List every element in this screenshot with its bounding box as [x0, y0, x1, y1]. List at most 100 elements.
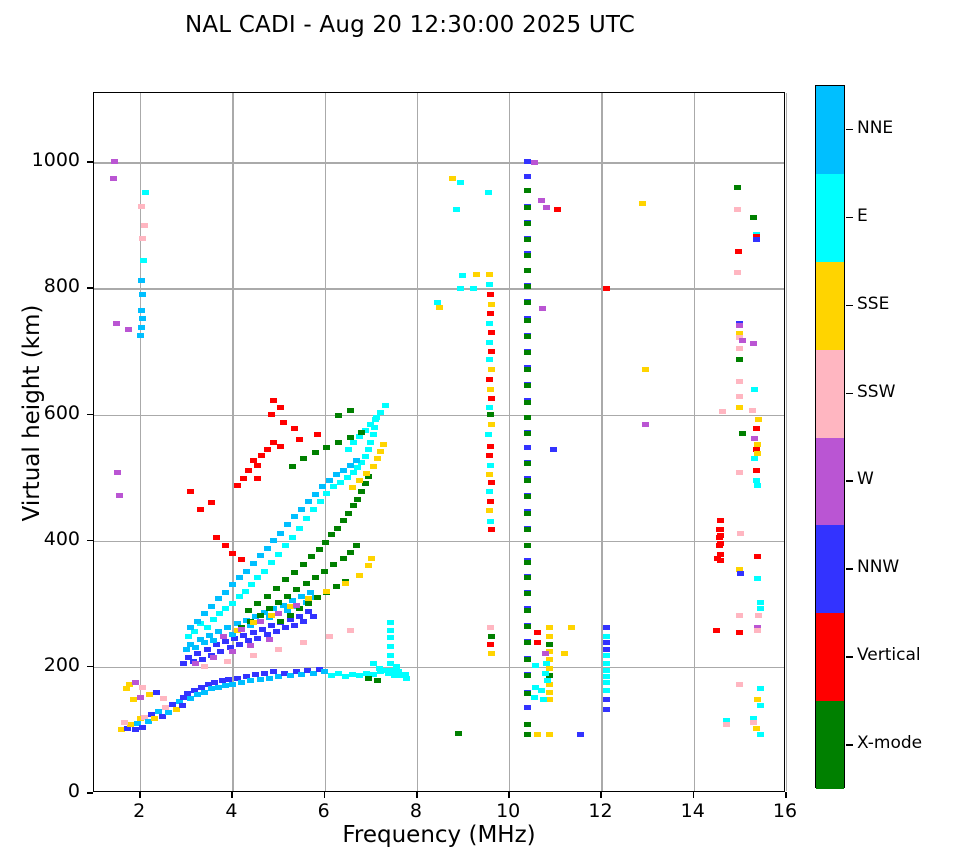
data-point-e: [457, 180, 465, 186]
data-point-x-mode: [487, 412, 495, 418]
data-point-vertical: [295, 437, 303, 443]
data-point-nne: [265, 675, 273, 681]
data-point-nnw: [251, 671, 259, 677]
data-point-e: [369, 432, 377, 438]
data-point-e: [486, 356, 494, 362]
data-point-x-mode: [288, 463, 296, 469]
data-point-vertical: [716, 558, 724, 564]
gridline-vertical: [786, 93, 788, 791]
data-point-vertical: [486, 453, 494, 459]
data-point-e: [532, 663, 540, 669]
data-point-vertical: [277, 443, 285, 449]
data-point-nne: [311, 491, 319, 497]
data-point-nnw: [261, 670, 269, 676]
data-point-vertical: [314, 432, 322, 438]
data-point-nne: [261, 610, 269, 616]
data-point-nne: [275, 673, 283, 679]
data-point-w: [256, 618, 264, 624]
x-axis-label: Frequency (MHz): [342, 822, 536, 848]
data-point-sse: [364, 563, 372, 569]
data-point-w: [112, 320, 120, 326]
data-point-nne: [221, 589, 229, 595]
colorbar-segment-nne[interactable]: [816, 86, 844, 174]
colorbar-segment-vertical[interactable]: [816, 613, 844, 702]
colorbar-segment-nnw[interactable]: [816, 525, 844, 614]
y-tick: [87, 413, 93, 416]
data-point-e: [302, 516, 310, 522]
data-point-sse: [488, 421, 496, 427]
data-point-x-mode: [524, 399, 532, 405]
colorbar-label-ssw: SSW: [857, 381, 896, 402]
data-point-x-mode: [332, 583, 340, 589]
data-point-nne: [249, 560, 257, 566]
data-point-w: [191, 660, 199, 666]
y-tick: [87, 792, 93, 794]
data-point-x-mode: [524, 543, 532, 549]
data-point-e: [458, 273, 466, 279]
data-point-sse: [129, 697, 137, 703]
data-point-sse: [638, 200, 646, 206]
data-point-x-mode: [488, 634, 496, 640]
colorbar-segment-x-mode[interactable]: [816, 701, 844, 789]
data-point-x-mode: [275, 600, 283, 606]
data-point-sse: [122, 686, 130, 692]
data-point-vertical: [736, 629, 744, 635]
data-point-ssw: [300, 640, 308, 646]
colorbar-segment-sse[interactable]: [816, 261, 844, 350]
data-point-sse: [546, 665, 554, 671]
data-point-e: [390, 670, 398, 676]
data-point-e: [486, 489, 494, 495]
data-point-x-mode: [334, 525, 342, 531]
data-point-e: [757, 686, 765, 692]
data-point-e: [316, 499, 324, 505]
data-point-vertical: [291, 425, 299, 431]
data-point-vertical: [716, 533, 724, 539]
azimuth-colorbar[interactable]: [815, 85, 845, 789]
data-point-e: [484, 432, 492, 438]
colorbar-segment-w[interactable]: [816, 437, 844, 526]
data-point-e: [362, 670, 370, 676]
data-point-e: [281, 543, 289, 549]
colorbar-segment-e[interactable]: [816, 173, 844, 262]
data-point-nne: [228, 631, 236, 637]
data-point-sse: [641, 366, 649, 372]
data-point-sse: [488, 366, 496, 372]
data-point-e: [375, 665, 383, 671]
data-point-nne: [187, 695, 195, 701]
colorbar-tick: [846, 744, 853, 746]
data-point-nnw: [737, 571, 745, 577]
colorbar-tick: [846, 304, 853, 307]
data-point-e: [751, 386, 759, 392]
data-point-ssw: [120, 719, 128, 725]
data-point-x-mode: [277, 618, 285, 624]
data-point-x-mode: [308, 554, 316, 559]
data-point-vertical: [554, 207, 562, 213]
data-point-nne: [196, 636, 204, 642]
data-point-nnw: [203, 646, 211, 652]
data-point-nne: [298, 671, 306, 677]
data-point-ssw: [487, 625, 495, 631]
colorbar-segment-ssw[interactable]: [816, 349, 844, 438]
data-point-x-mode: [374, 678, 382, 684]
data-point-e: [757, 606, 765, 612]
data-point-e: [602, 653, 610, 659]
data-point-e: [752, 478, 760, 484]
data-point-x-mode: [272, 585, 280, 591]
data-point-ssw: [736, 612, 744, 618]
data-point-x-mode: [293, 587, 301, 593]
data-points-layer: [94, 93, 784, 791]
data-point-nne: [346, 462, 354, 468]
data-point-e: [750, 716, 758, 722]
data-point-nne: [284, 607, 292, 613]
data-point-vertical: [487, 642, 495, 648]
data-point-ssw: [734, 207, 742, 213]
data-point-w: [537, 197, 545, 203]
data-point-w: [247, 642, 255, 648]
data-point-w: [293, 602, 301, 608]
data-point-e: [398, 673, 406, 679]
data-point-nne: [201, 610, 209, 616]
data-point-sse: [488, 301, 496, 307]
data-point-x-mode: [524, 559, 532, 565]
data-point-x-mode: [300, 562, 308, 568]
data-point-w: [750, 341, 758, 347]
